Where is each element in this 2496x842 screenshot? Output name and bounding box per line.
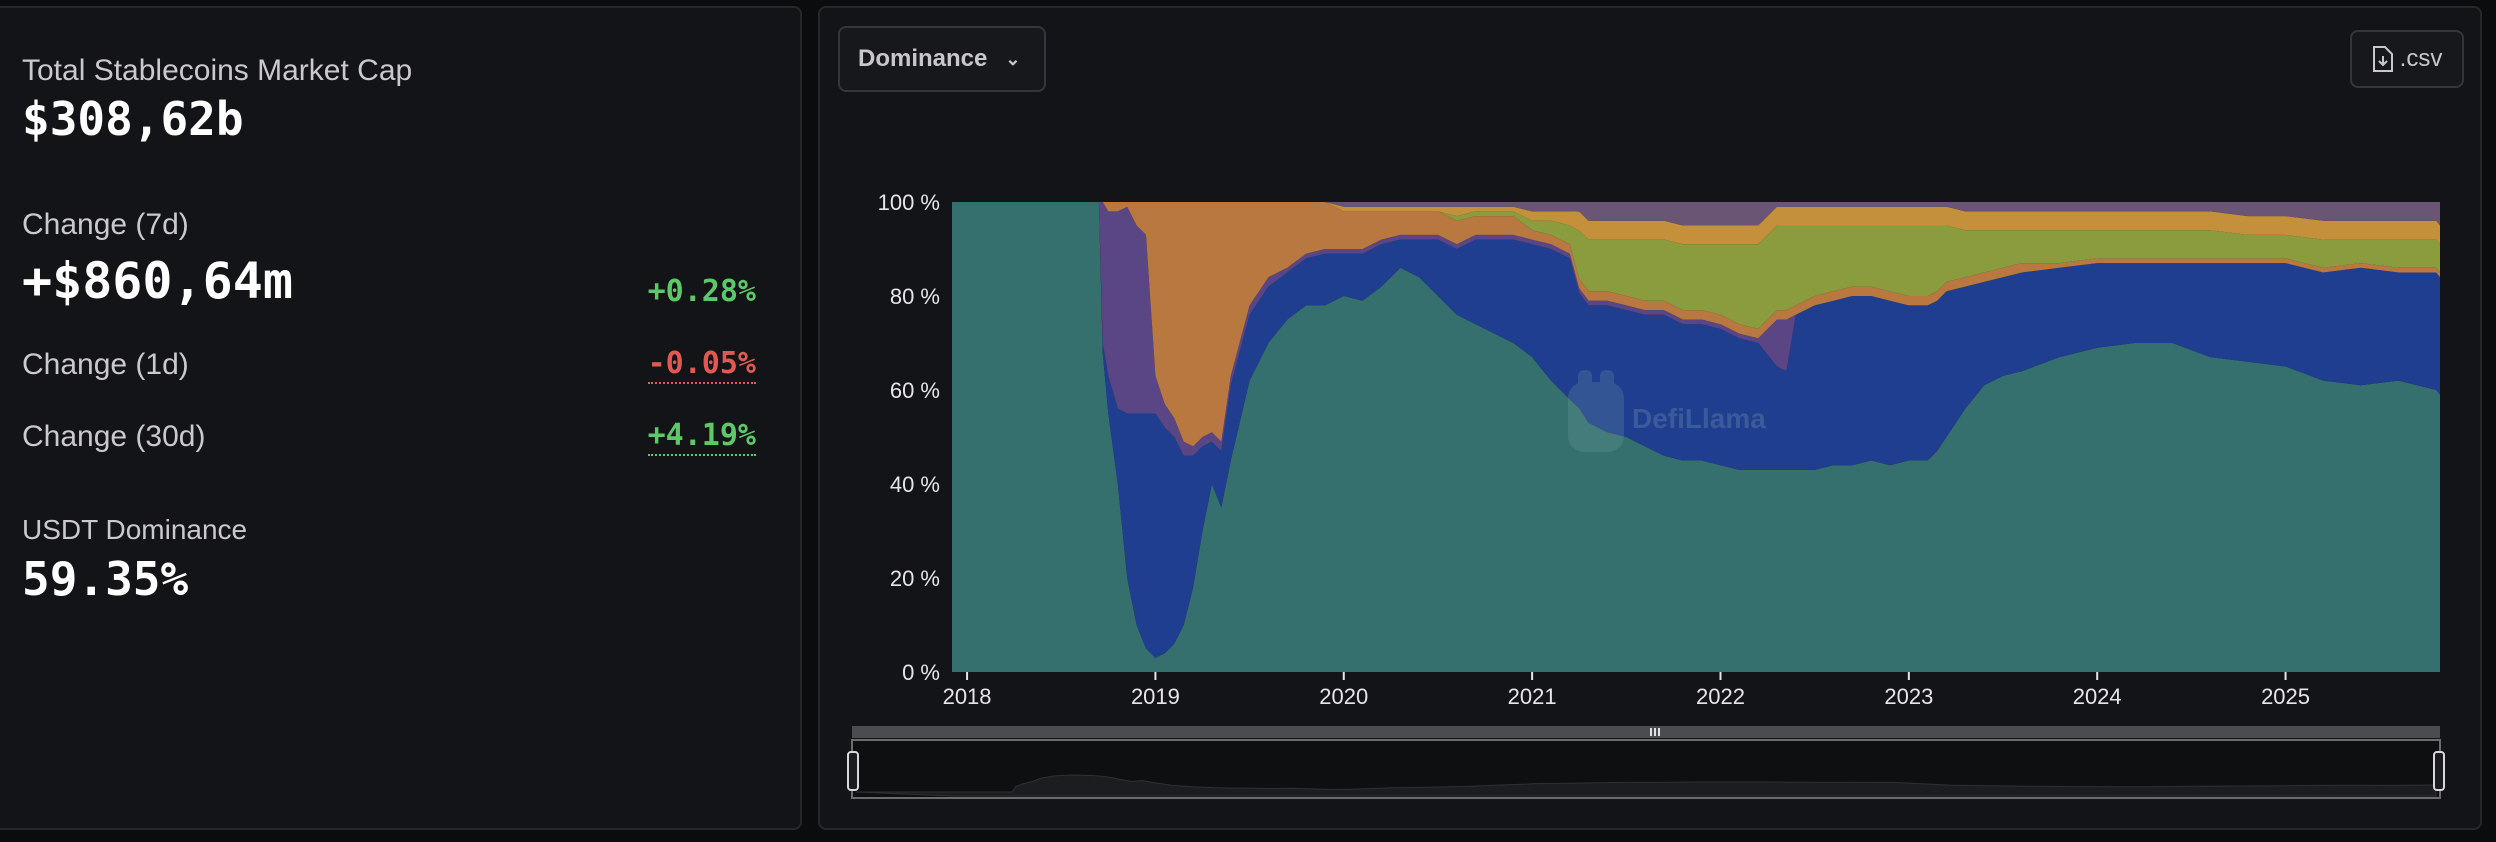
x-tick-label: 2019 — [1131, 684, 1180, 709]
csv-label: .csv — [2399, 45, 2443, 72]
zoom-drag-grip-icon[interactable] — [1650, 728, 1660, 736]
y-tick-label: 100 % — [878, 190, 940, 215]
x-tick-label: 2020 — [1319, 684, 1368, 709]
x-tick-label: 2022 — [1696, 684, 1745, 709]
zoom-slider[interactable] — [847, 726, 2445, 799]
area-series-busd — [952, 202, 2440, 245]
file-download-icon — [2372, 46, 2393, 72]
total-mcap-label: Total Stablecoins Market Cap — [22, 54, 413, 87]
defillama-watermark: DefiLlama — [1568, 370, 1766, 452]
dominance-dropdown[interactable]: Dominance ⌄ — [838, 26, 1046, 92]
chart-panel: Dominance ⌄ .csv DefiLlama 0 % 20 % 40 % 60… — [818, 6, 2482, 830]
change-1d-pct: -0.05% — [647, 346, 756, 384]
dominance-chart: DefiLlama 0 %20 %40 %60 %80 %100 % 2018 2… — [847, 190, 2445, 799]
change-7d-label: Change (7d) — [22, 208, 189, 241]
y-tick-label: 0 % — [902, 660, 940, 685]
x-tick-label: 2024 — [2073, 684, 2122, 709]
y-tick-label: 40 % — [890, 472, 940, 497]
change-30d-pct: +4.19% — [647, 418, 756, 456]
x-tick-label: 2023 — [1884, 684, 1933, 709]
stats-panel: Total Stablecoins Market Cap $308,62b Ch… — [0, 6, 802, 830]
zoom-preview-area — [855, 774, 2437, 797]
dropdown-label: Dominance — [858, 45, 988, 72]
zoom-track[interactable] — [852, 726, 2440, 738]
usdt-dominance-value: 59.35% — [22, 552, 189, 606]
y-tick-label: 20 % — [890, 566, 940, 591]
llama-logo-icon — [1568, 370, 1624, 452]
area-series-others — [952, 202, 2440, 226]
area-series-pax — [952, 202, 2440, 456]
watermark-text: DefiLlama — [1632, 403, 1766, 434]
x-tick-label: 2021 — [1508, 684, 1557, 709]
total-mcap-value: $308,62b — [22, 92, 244, 146]
chevron-down-icon: ⌄ — [1005, 48, 1021, 69]
area-series-usdc — [952, 202, 2440, 658]
x-axis: 2018 2019 2020 2021 2022 2023 2024 2025 — [943, 672, 2310, 709]
change-7d-value: +$860,64m — [22, 252, 293, 310]
zoom-handle-right[interactable] — [2433, 751, 2445, 791]
area-series-usdt — [952, 202, 2440, 672]
y-tick-label: 60 % — [890, 378, 940, 403]
usdt-dominance-label: USDT Dominance — [22, 514, 248, 545]
change-30d-label: Change (30d) — [22, 420, 206, 453]
chart-areas — [952, 202, 2440, 672]
y-axis: 0 % 20 % 40 % 60 % 80 % 100 % — [878, 190, 940, 685]
area-series-tusd — [952, 202, 2440, 447]
csv-download-button[interactable]: .csv — [2350, 30, 2464, 88]
change-7d-pct: +0.28% — [647, 274, 756, 309]
area-series-dai — [952, 202, 2440, 329]
change-1d-label: Change (1d) — [22, 348, 189, 381]
y-tick-label: 80 % — [890, 284, 940, 309]
x-tick-label: 2025 — [2261, 684, 2310, 709]
zoom-handle-left[interactable] — [847, 751, 859, 791]
x-tick-label: 2018 — [943, 684, 992, 709]
